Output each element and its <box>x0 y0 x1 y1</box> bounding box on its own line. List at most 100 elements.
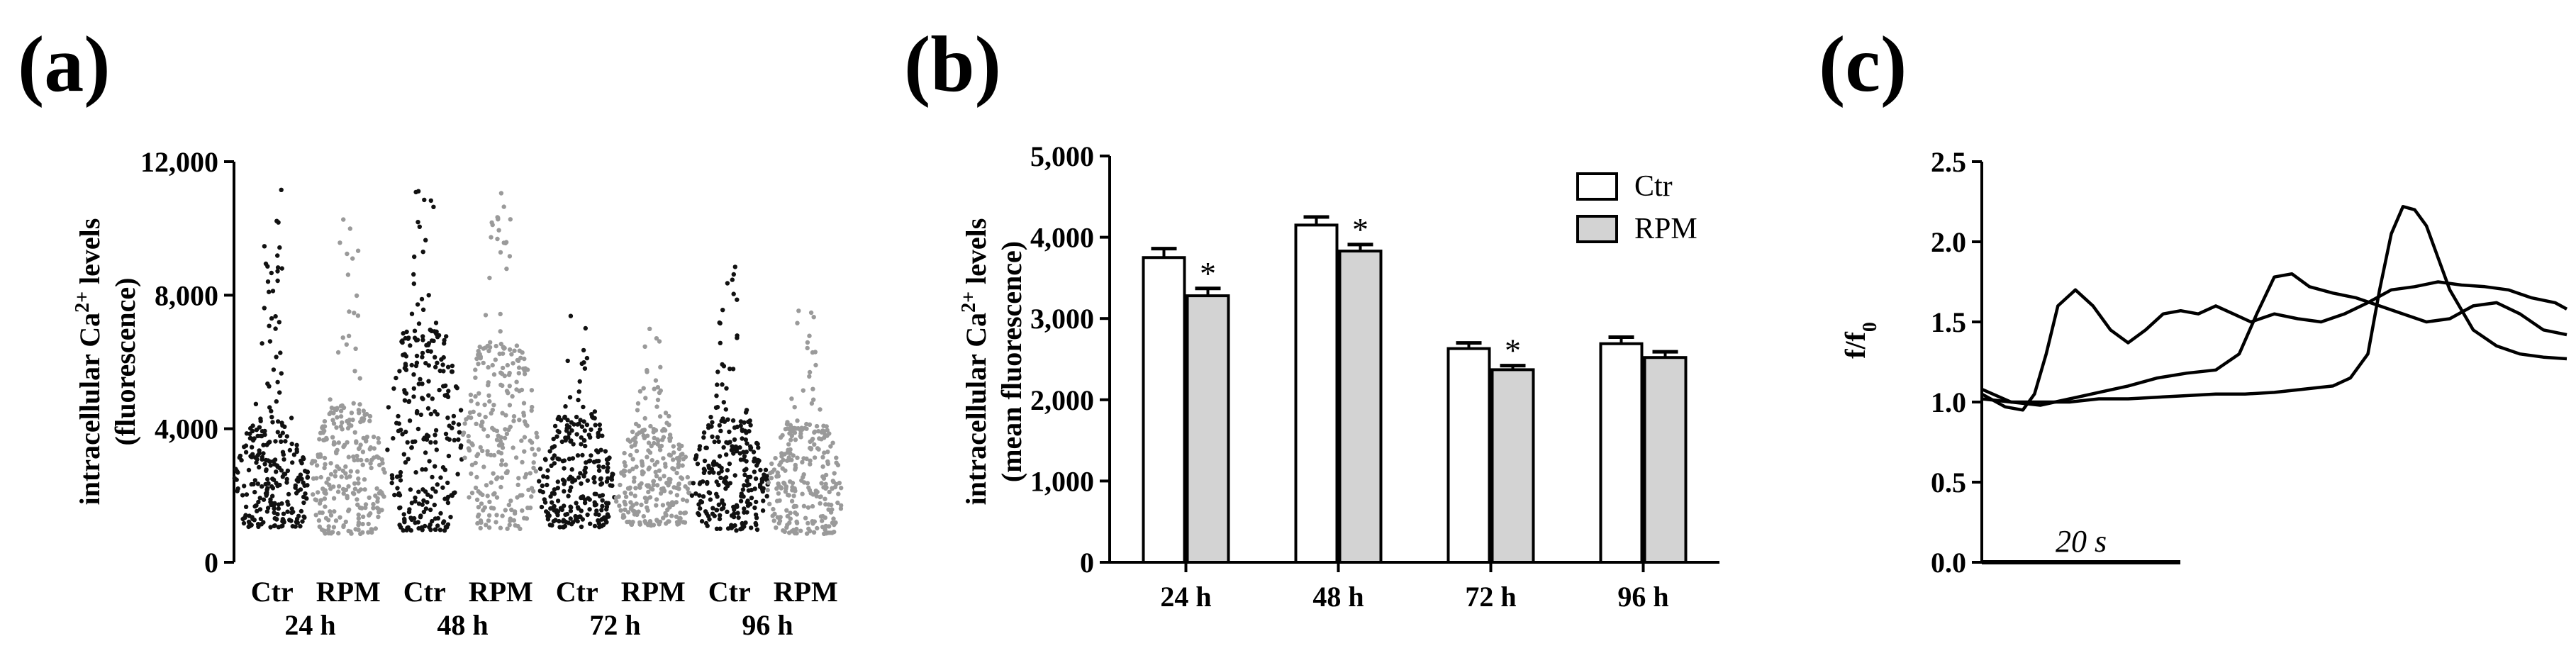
scatter-point <box>714 394 719 398</box>
scatter-point <box>450 493 455 498</box>
scatter-point <box>579 424 585 429</box>
scatter-point <box>376 436 381 441</box>
scatter-point <box>579 508 584 513</box>
scatter-point <box>474 421 479 426</box>
scatter-point <box>731 272 737 277</box>
scatter-point <box>486 518 491 523</box>
scatter-point <box>735 335 740 340</box>
scatter-point <box>628 452 633 458</box>
scatter-point <box>265 476 270 482</box>
scatter-point <box>262 462 267 467</box>
scatter-point <box>587 507 592 512</box>
scatter-point <box>552 503 557 509</box>
scatter-point <box>740 487 746 492</box>
scatter-point <box>426 393 431 398</box>
scatter-point <box>714 479 719 484</box>
scatter-point <box>442 528 447 533</box>
scatter-point <box>339 474 344 479</box>
scatter-point <box>290 460 295 465</box>
scatter-point <box>413 470 418 475</box>
scatter-point <box>555 498 561 503</box>
scatter-point <box>569 467 574 472</box>
scatter-point <box>744 450 749 455</box>
scatter-point <box>635 401 641 406</box>
scatter-point <box>415 408 420 414</box>
scatter-group <box>232 187 311 530</box>
scatter-point <box>800 491 805 496</box>
scatter-point <box>511 445 515 450</box>
scatter-point <box>687 481 692 486</box>
scatter-point <box>550 500 554 505</box>
scatter-point <box>332 509 337 514</box>
scatter-point <box>820 455 825 459</box>
scatter-point <box>720 498 725 503</box>
panel-c-y-tick-label: 1.0 <box>1931 386 1966 418</box>
scatter-point <box>445 480 450 486</box>
scatter-point <box>274 469 279 474</box>
scatter-point <box>372 446 377 451</box>
scatter-point <box>570 479 575 484</box>
scatter-point <box>552 453 557 458</box>
scatter-point <box>604 507 609 512</box>
scatter-point <box>660 503 666 508</box>
scatter-point <box>486 393 491 398</box>
panel-a-y-tick-label: 8,000 <box>155 279 218 311</box>
scatter-point <box>491 452 497 458</box>
scatter-point <box>562 466 567 471</box>
scatter-point <box>651 427 657 432</box>
scatter-point <box>568 313 574 318</box>
scatter-point <box>274 481 279 486</box>
scatter-point <box>574 432 579 437</box>
scatter-point <box>234 477 239 482</box>
scatter-point <box>441 369 446 374</box>
scatter-point <box>555 509 561 514</box>
scatter-point <box>734 503 740 508</box>
scatter-point <box>261 442 266 447</box>
scatter-point <box>632 475 637 481</box>
scatter-point <box>812 430 817 435</box>
scatter-point <box>353 527 358 532</box>
scatter-point <box>496 450 501 455</box>
panel-b-y-tick-label: 3,000 <box>1030 303 1094 335</box>
scatter-point <box>678 511 683 515</box>
scatter-point <box>818 494 823 500</box>
scatter-point <box>552 423 558 429</box>
scatter-point <box>780 433 785 438</box>
scatter-point <box>396 413 401 419</box>
scatter-point <box>679 452 684 457</box>
scatter-point <box>322 496 328 501</box>
scatter-point <box>828 444 833 449</box>
scatter-point <box>481 360 486 366</box>
scatter-point <box>831 516 836 521</box>
panel-a-group-label: RPM <box>774 576 838 608</box>
scatter-point <box>743 520 748 525</box>
scatter-point <box>732 437 737 442</box>
scatter-point <box>261 520 266 525</box>
scatter-point <box>285 468 291 474</box>
panel-c-axes: 0.0 0.5 1.0 1.5 2.0 2.5 <box>1931 146 1983 579</box>
scatter-point <box>652 462 657 467</box>
scatter-point <box>815 525 820 531</box>
scatter-point <box>565 358 570 364</box>
scatter-point <box>446 453 452 459</box>
scatter-point <box>660 428 665 433</box>
scatter-point <box>323 462 328 467</box>
scatter-point <box>801 503 807 508</box>
scatter-point <box>645 508 650 513</box>
scatter-point <box>635 432 640 437</box>
scatter-point <box>682 520 688 525</box>
bar-ctr <box>1599 342 1644 564</box>
scatter-point <box>371 506 376 511</box>
scatter-point <box>793 437 798 442</box>
scatter-point <box>695 462 701 467</box>
scatter-point <box>813 489 819 494</box>
scatter-point <box>323 504 328 509</box>
scatter-point <box>605 468 610 474</box>
scatter-point <box>721 400 726 405</box>
scatter-group <box>385 189 464 533</box>
scatter-point <box>645 367 649 373</box>
scatter-point <box>689 493 695 498</box>
scatter-point <box>407 418 413 423</box>
scatter-point <box>433 516 438 521</box>
scatter-point <box>685 474 690 480</box>
